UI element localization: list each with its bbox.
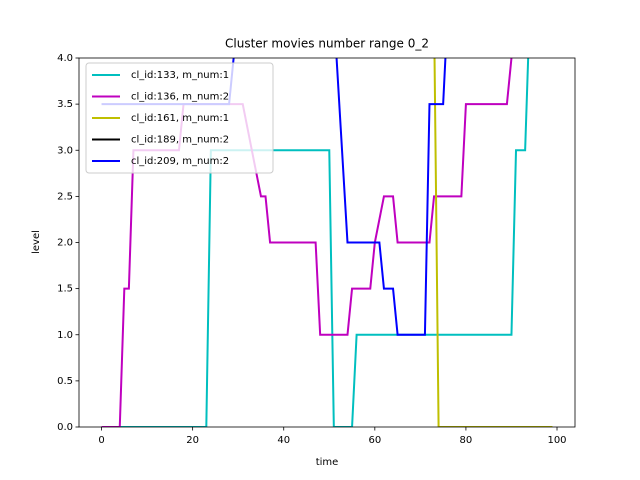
x-axis-label: time — [316, 457, 339, 468]
series-line — [101, 58, 530, 427]
legend-label: cl_id:209, m_num:2 — [131, 156, 229, 167]
y-tick-label: 3.5 — [57, 99, 73, 110]
legend-label: cl_id:136, m_num:2 — [131, 92, 229, 103]
series-line — [433, 58, 553, 427]
y-tick-label: 0.0 — [57, 422, 73, 433]
y-tick-label: 3.0 — [57, 145, 73, 156]
x-tick-label: 60 — [368, 435, 381, 446]
legend-label: cl_id:133, m_num:1 — [131, 70, 229, 81]
y-tick-label: 1.0 — [57, 330, 73, 341]
y-tick-label: 2.5 — [57, 191, 73, 202]
chart-title: Cluster movies number range 0_2 — [225, 37, 429, 51]
legend-box — [85, 62, 274, 174]
y-tick-label: 4.0 — [57, 53, 73, 64]
legend-label: cl_id:161, m_num:1 — [131, 113, 229, 124]
x-tick-label: 40 — [277, 435, 290, 446]
legend: cl_id:133, m_num:1 cl_id:136, m_num:2 cl_i… — [85, 62, 274, 174]
y-tick-label: 2.0 — [57, 238, 73, 249]
x-tick-label: 20 — [186, 435, 199, 446]
x-tick-label: 100 — [547, 435, 566, 446]
series-line — [101, 58, 447, 336]
legend-label: cl_id:189, m_num:2 — [131, 135, 229, 146]
y-axis-label: level — [31, 230, 42, 254]
y-tick-label: 1.5 — [57, 284, 73, 295]
y-tick-label: 0.5 — [57, 376, 73, 387]
x-tick-label: 0 — [98, 435, 104, 446]
x-tick-label: 80 — [460, 435, 473, 446]
